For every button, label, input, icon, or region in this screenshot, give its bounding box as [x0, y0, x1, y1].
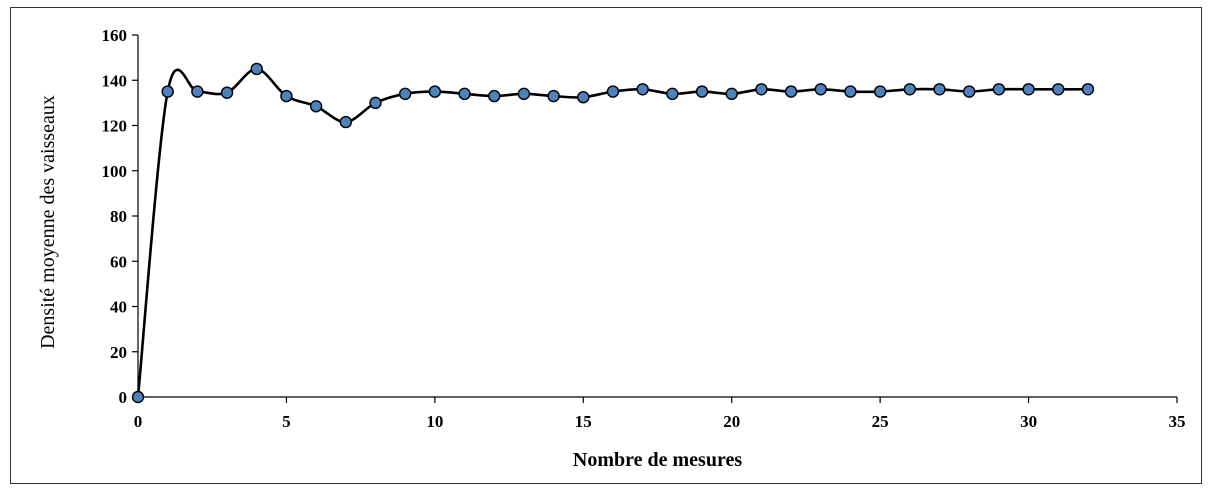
data-point: [428, 85, 442, 98]
x-tick-label: 15: [575, 412, 592, 431]
data-point: [309, 100, 323, 113]
data-point: [755, 83, 768, 96]
x-tick-label: 5: [282, 412, 291, 431]
y-axis-title: Densité moyenne des vaisseaux: [37, 95, 59, 349]
data-point: [339, 115, 352, 129]
data-point: [1081, 83, 1095, 96]
data-point: [280, 89, 293, 103]
data-point: [636, 83, 649, 96]
x-tick-label: 10: [426, 412, 443, 431]
data-point: [161, 85, 174, 98]
data-point: [873, 85, 887, 98]
data-point: [517, 87, 531, 101]
y-tick-label: 80: [110, 207, 127, 226]
x-tick-label: 25: [872, 412, 889, 431]
data-point: [933, 83, 946, 96]
data-point: [1022, 83, 1035, 96]
y-tick-label: 100: [102, 162, 128, 181]
data-point: [606, 85, 620, 98]
x-axis-title: Nombre de mesures: [573, 449, 742, 471]
data-point: [369, 96, 382, 110]
y-tick-label: 0: [119, 388, 128, 407]
y-tick-label: 160: [102, 26, 128, 45]
data-point: [220, 86, 234, 99]
series-line: [136, 67, 1088, 398]
data-point: [903, 83, 917, 96]
y-tick-label: 40: [110, 298, 127, 317]
data-point: [695, 85, 709, 98]
data-point: [191, 85, 204, 98]
data-point: [963, 85, 976, 98]
y-tick-label: 140: [102, 71, 128, 90]
data-point: [992, 83, 1006, 96]
x-tick-label: 20: [723, 412, 740, 431]
data-point: [250, 62, 263, 76]
data-point: [814, 83, 827, 96]
data-point: [725, 87, 738, 101]
chart-frame: 0 20 40 60 80 100 120 140 160 0 5 10 15 20 25 30 35 Nom…: [10, 7, 1202, 484]
x-tick-label: 30: [1020, 412, 1037, 431]
data-point: [458, 87, 471, 101]
x-tick-label: 35: [1169, 412, 1186, 431]
data-point: [488, 89, 501, 103]
data-point: [666, 87, 679, 101]
y-tick-label: 60: [110, 252, 127, 271]
data-point: [844, 85, 857, 98]
data-point: [784, 85, 798, 98]
y-tick-labels: 0 20 40 60 80 100 120 140 160: [102, 26, 128, 407]
x-tick-label: 0: [134, 412, 143, 431]
data-point: [131, 390, 145, 404]
x-tick-labels: 0 5 10 15 20 25 30 35: [134, 412, 1186, 431]
data-point: [577, 91, 590, 104]
data-point: [547, 89, 560, 103]
series-group: [131, 62, 1095, 404]
line-chart: 0 20 40 60 80 100 120 140 160 0 5 10 15 20 25 30 35 Nom…: [37, 26, 1186, 471]
data-point: [398, 87, 412, 101]
data-point: [1052, 83, 1065, 96]
y-tick-label: 20: [110, 343, 127, 362]
y-tick-label: 120: [102, 117, 128, 136]
